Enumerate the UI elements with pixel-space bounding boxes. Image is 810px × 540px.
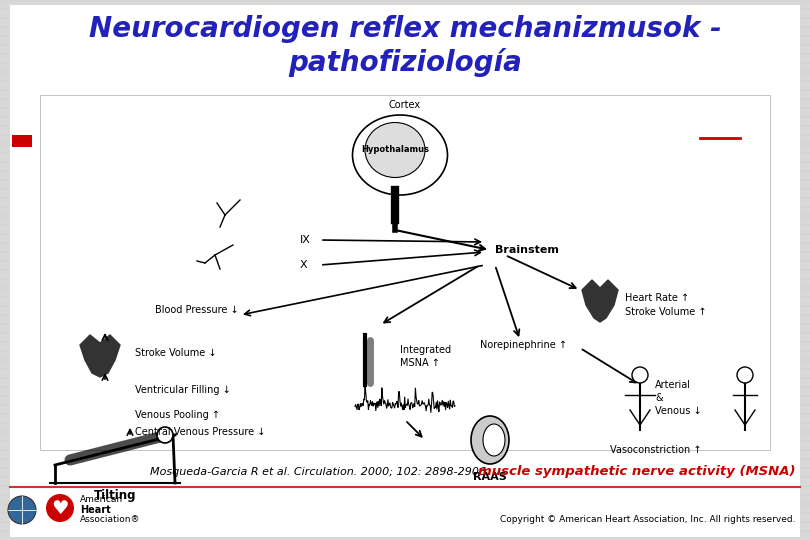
Text: Central Venous Pressure ↓: Central Venous Pressure ↓: [135, 427, 266, 437]
Circle shape: [8, 496, 36, 524]
Text: Neurocardiogen reflex mechanizmusok -
pathofiziología: Neurocardiogen reflex mechanizmusok - pa…: [88, 15, 722, 77]
Text: ♥: ♥: [51, 498, 69, 517]
Text: RAAS: RAAS: [473, 472, 507, 482]
Polygon shape: [582, 280, 618, 322]
Text: IX: IX: [300, 235, 311, 245]
Text: Blood Pressure ↓: Blood Pressure ↓: [155, 305, 239, 315]
Text: Cortex: Cortex: [389, 100, 421, 110]
Text: Vasoconstriction ↑: Vasoconstriction ↑: [610, 445, 701, 455]
Text: X: X: [300, 260, 308, 270]
Text: muscle sympathetic nerve activity (MSNA): muscle sympathetic nerve activity (MSNA): [478, 465, 795, 478]
Ellipse shape: [471, 416, 509, 464]
Text: Brainstem: Brainstem: [495, 245, 559, 255]
Bar: [12, 135, 32, 147]
Polygon shape: [80, 335, 120, 377]
Text: &: &: [655, 393, 663, 403]
Bar: [40, 95, 770, 450]
Circle shape: [46, 494, 74, 522]
Text: Stroke Volume ↓: Stroke Volume ↓: [135, 348, 216, 358]
Ellipse shape: [483, 424, 505, 456]
Text: Stroke Volume ↑: Stroke Volume ↑: [625, 307, 706, 317]
Text: Integrated: Integrated: [400, 345, 451, 355]
Text: Heart Rate ↑: Heart Rate ↑: [625, 293, 689, 303]
Bar: [10, 487, 800, 537]
Text: Ventricular Filling ↓: Ventricular Filling ↓: [135, 385, 231, 395]
Text: Tilting: Tilting: [94, 489, 136, 502]
Text: Venous ↓: Venous ↓: [655, 406, 701, 416]
Text: Hypothalamus: Hypothalamus: [361, 145, 429, 154]
Text: Norepinephrine ↑: Norepinephrine ↑: [480, 340, 567, 350]
Text: Venous Pooling ↑: Venous Pooling ↑: [135, 410, 220, 420]
Text: Heart: Heart: [80, 505, 111, 515]
Circle shape: [632, 367, 648, 383]
Text: Arterial: Arterial: [655, 380, 691, 390]
Text: Mosqueda-Garcia R et al. Circulation. 2000; 102: 2898-2906: Mosqueda-Garcia R et al. Circulation. 20…: [150, 467, 486, 477]
Text: MSNA ↑: MSNA ↑: [400, 358, 440, 368]
Ellipse shape: [365, 123, 425, 178]
Text: American: American: [80, 496, 123, 504]
Ellipse shape: [352, 115, 447, 195]
Circle shape: [157, 427, 173, 443]
Text: Association®: Association®: [80, 516, 140, 524]
Text: Copyright © American Heart Association, Inc. All rights reserved.: Copyright © American Heart Association, …: [500, 516, 795, 524]
Circle shape: [737, 367, 753, 383]
